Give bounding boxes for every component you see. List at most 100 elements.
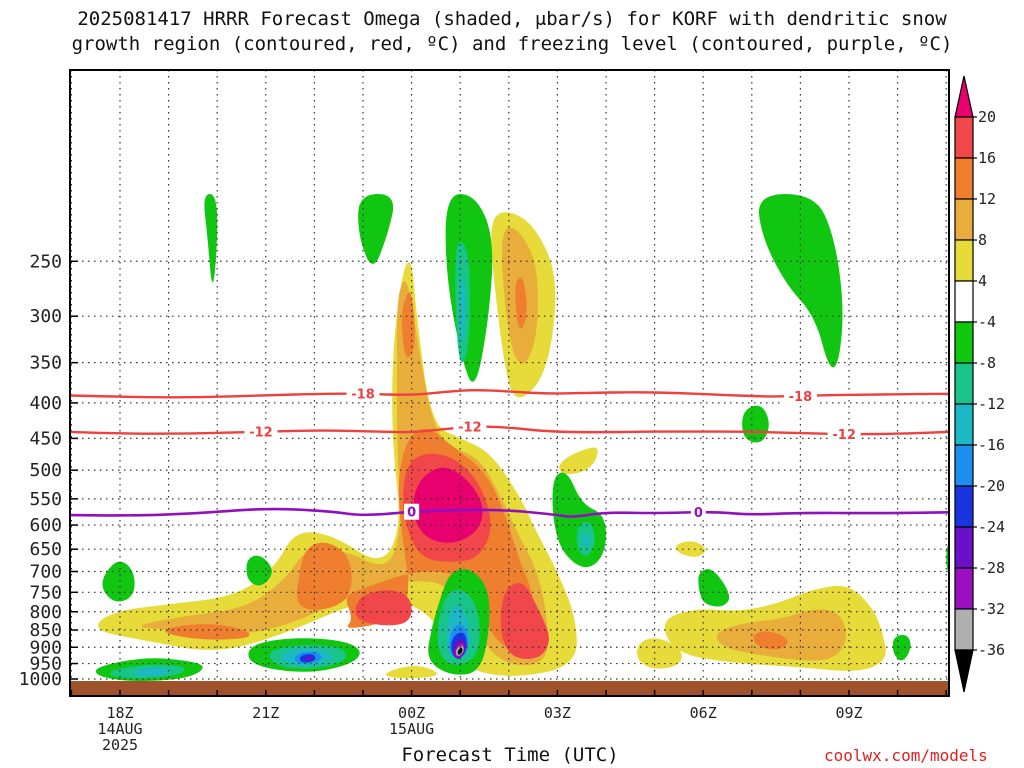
omega-region xyxy=(675,541,706,557)
x-tick-label: 18Z xyxy=(106,704,133,722)
colorbar-segment xyxy=(954,649,974,693)
contour-label: -18 xyxy=(351,388,375,403)
dgz-temperature-contour xyxy=(70,389,949,399)
colorbar-segment xyxy=(954,567,974,610)
colorbar-segment xyxy=(954,485,974,528)
colorbar-segment xyxy=(954,239,974,282)
colorbar-label: -8 xyxy=(978,354,996,372)
colorbar-segment xyxy=(954,116,974,159)
omega-region xyxy=(305,656,313,661)
omega-region xyxy=(165,624,250,640)
contour-label-bg xyxy=(404,503,420,520)
colorbar-label: 16 xyxy=(978,149,996,167)
y-tick-label: 800 xyxy=(29,602,62,623)
colorbar-segment xyxy=(954,198,974,241)
omega-region xyxy=(355,590,412,626)
omega-region xyxy=(134,667,170,676)
colorbar-label: -16 xyxy=(978,436,1005,454)
x-axis-label: Forecast Time (UTC) xyxy=(401,744,619,766)
colorbar-segment xyxy=(954,608,974,651)
y-tick-label: 850 xyxy=(29,620,62,641)
contour-label-bg xyxy=(827,426,861,443)
contour-label-bg xyxy=(690,504,706,521)
contour-label: 0 xyxy=(407,506,416,521)
omega-region xyxy=(582,533,590,548)
x-tick-label: 09Z xyxy=(835,704,862,722)
y-tick-label: 450 xyxy=(29,428,62,449)
colorbar-segment xyxy=(954,75,974,118)
ground-surface xyxy=(71,681,948,695)
y-tick-label: 900 xyxy=(29,637,62,658)
omega-region xyxy=(753,631,788,650)
contour-label-bg xyxy=(783,387,817,404)
freezing-level-contour xyxy=(70,507,949,518)
y-tick-label: 750 xyxy=(29,582,62,603)
y-tick-label: 500 xyxy=(29,460,62,481)
omega-region xyxy=(413,467,483,543)
x-tick-label: 00Z xyxy=(398,704,425,722)
colorbar-segment xyxy=(954,157,974,200)
omega-region xyxy=(102,561,135,602)
omega-region xyxy=(515,277,527,329)
colorbar-segment xyxy=(954,403,974,446)
chart-title-line-2: growth region (contoured, red, ºC) and f… xyxy=(71,33,953,55)
omega-region xyxy=(385,666,437,679)
omega-region xyxy=(552,472,606,568)
y-tick-label: 300 xyxy=(29,306,62,327)
omega-region xyxy=(698,569,730,607)
omega-colorbar: 20 16 12 8 4 -4 -8 -12 -16 -20 -24 -28 -32 -36 xyxy=(954,75,1005,693)
omega-region xyxy=(637,638,682,669)
y-tick-label: 950 xyxy=(29,654,62,675)
temperature-contours: -18 -18 -12 -12 -12 0 0 xyxy=(70,385,949,521)
x-tick-label: 2025 xyxy=(102,736,138,754)
contour-label: 0 xyxy=(694,506,703,521)
axes: 2503003504004505005506006507007508008509… xyxy=(19,251,947,754)
colorbar-label: -24 xyxy=(978,518,1005,536)
omega-region xyxy=(296,542,352,610)
omega-region xyxy=(460,278,466,341)
contour-label: -12 xyxy=(832,428,856,443)
colorbar-label: -36 xyxy=(978,641,1005,659)
y-tick-label: 1000 xyxy=(19,669,62,690)
x-tick-label: 14AUG xyxy=(97,720,142,738)
colorbar-label: -4 xyxy=(978,313,996,331)
y-tick-label: 600 xyxy=(29,515,62,536)
contour-label-bg xyxy=(346,385,380,402)
colorbar-segment xyxy=(954,444,974,487)
grid-lines xyxy=(70,70,949,696)
omega-region xyxy=(457,647,463,655)
colorbar-label: 12 xyxy=(978,190,996,208)
colorbar-segment xyxy=(954,321,974,364)
y-tick-label: 350 xyxy=(29,353,62,374)
y-tick-label: 250 xyxy=(29,251,62,272)
colorbar-segment xyxy=(954,362,974,405)
contour-label-bg xyxy=(453,418,487,435)
source-credit[interactable]: coolwx.com/models xyxy=(824,746,988,765)
colorbar-label: -20 xyxy=(978,477,1005,495)
colorbar-segment xyxy=(954,280,974,323)
omega-region xyxy=(358,194,394,264)
x-tick-label: 21Z xyxy=(252,704,279,722)
contour-label: -12 xyxy=(458,421,482,436)
colorbar-label: -12 xyxy=(978,395,1005,413)
omega-region xyxy=(500,583,549,659)
omega-shading xyxy=(95,194,949,681)
colorbar-label: 4 xyxy=(978,272,987,290)
x-tick-label: 15AUG xyxy=(389,720,434,738)
colorbar-segment xyxy=(954,526,974,569)
contour-label-bg xyxy=(244,423,278,440)
y-tick-label: 650 xyxy=(29,539,62,560)
colorbar-label: -28 xyxy=(978,559,1005,577)
colorbar-label: 8 xyxy=(978,231,987,249)
x-tick-label: 06Z xyxy=(690,704,717,722)
x-tick-label: 03Z xyxy=(544,704,571,722)
y-tick-label: 400 xyxy=(29,393,62,414)
omega-region xyxy=(742,405,769,443)
chart-title-line-1: 2025081417 HRRR Forecast Omega (shaded, … xyxy=(77,8,947,30)
omega-region xyxy=(559,447,598,475)
contour-label: -12 xyxy=(249,426,273,441)
colorbar-label: 20 xyxy=(978,108,996,126)
omega-region xyxy=(892,634,911,661)
